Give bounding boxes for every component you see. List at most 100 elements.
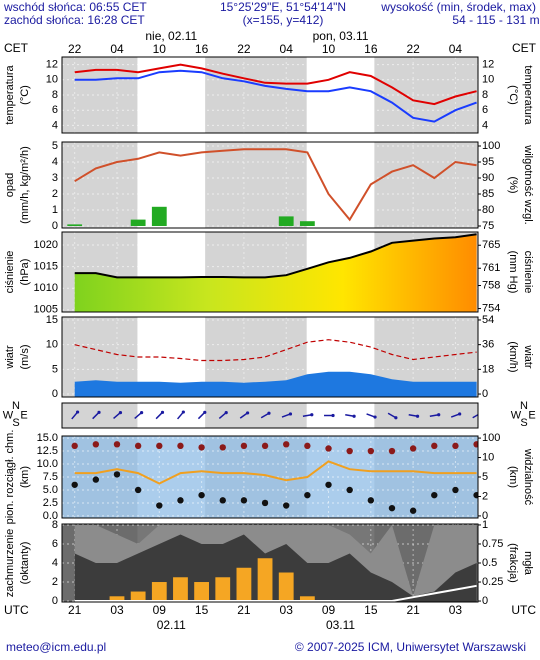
y-tick-label: 4 bbox=[52, 557, 58, 569]
dot bbox=[156, 442, 163, 450]
y2-tick-label: 18 bbox=[482, 363, 494, 375]
y-tick-label: 1 bbox=[52, 204, 58, 216]
dot bbox=[452, 442, 459, 450]
series-area bbox=[74, 371, 477, 397]
bar bbox=[109, 596, 125, 602]
y-axis-label: opad bbox=[4, 173, 16, 197]
dot bbox=[452, 486, 459, 494]
dot bbox=[346, 486, 353, 494]
y-tick-label: 0 bbox=[52, 595, 58, 607]
cet-label-right: CET bbox=[512, 41, 537, 55]
y2-tick-label: 1 bbox=[482, 519, 488, 531]
panel-frame bbox=[61, 56, 479, 134]
series-line bbox=[74, 63, 477, 106]
dot bbox=[367, 447, 375, 455]
y-tick-label: 0 bbox=[52, 220, 58, 232]
footer-copyright: © 2007-2025 ICM, Uniwersytet Warszawski bbox=[295, 640, 526, 654]
y-axis-label: ciśnienie bbox=[4, 251, 16, 294]
y2-tick-label: 80 bbox=[482, 204, 494, 216]
panel-frame bbox=[61, 402, 479, 429]
y-tick-label-right: 12 bbox=[482, 59, 494, 71]
y2-tick-label: 100 bbox=[482, 140, 500, 152]
night-background bbox=[62, 403, 478, 428]
dot bbox=[388, 447, 396, 455]
y2-axis-label: mgła bbox=[522, 551, 534, 576]
wind-arrow-head bbox=[75, 410, 80, 414]
y-tick-label: 0.0 bbox=[43, 510, 58, 522]
bar bbox=[278, 216, 294, 226]
wind-arrow-head bbox=[203, 410, 207, 414]
y-tick-label: 12 bbox=[46, 59, 58, 71]
dot bbox=[71, 442, 78, 450]
y-axis-label: (m/s) bbox=[19, 344, 31, 369]
wind-arrow-head bbox=[373, 415, 377, 419]
panel-2 bbox=[62, 232, 478, 312]
footer-email[interactable]: meteo@icm.edu.pl bbox=[6, 640, 106, 654]
dot bbox=[283, 441, 290, 448]
utc-label-right: UTC bbox=[511, 603, 536, 617]
dot bbox=[261, 499, 269, 507]
y-axis-label: pion. rozciągł. chm. bbox=[4, 430, 16, 525]
dot bbox=[134, 442, 142, 450]
dot bbox=[473, 441, 478, 448]
panel-0 bbox=[62, 57, 478, 133]
bar bbox=[173, 577, 188, 602]
y2-tick-label: 75 bbox=[482, 220, 494, 232]
wind-arrow-head bbox=[267, 411, 271, 415]
cet-tick-label: 04 bbox=[280, 42, 294, 56]
y2-tick-label: 0.25 bbox=[482, 576, 503, 588]
dot bbox=[261, 442, 269, 450]
y2-tick-label: 0.75 bbox=[482, 538, 503, 550]
wind-arrow-head bbox=[331, 413, 335, 418]
dot bbox=[388, 504, 396, 512]
y-axis-label: (°C) bbox=[19, 85, 31, 105]
date-top: pon, 03.11 bbox=[313, 29, 369, 43]
y-tick-label: 3 bbox=[52, 172, 58, 184]
y2-tick-label: 754 bbox=[482, 302, 500, 314]
bar bbox=[67, 224, 83, 226]
y2-tick-label: 100 bbox=[482, 432, 500, 444]
wind-arrow-head bbox=[352, 414, 356, 418]
series-line bbox=[74, 69, 477, 123]
y-tick-label: 2 bbox=[52, 188, 58, 200]
sunset: zachód słońca: 16:28 CET bbox=[4, 13, 145, 27]
series-line bbox=[74, 460, 477, 485]
y-tick-label: 2.5 bbox=[43, 497, 58, 509]
y2-axis-label: (frakcja) bbox=[507, 543, 519, 583]
grid-point: (x=155, y=412) bbox=[243, 13, 324, 27]
y2-tick-label: 10 bbox=[482, 451, 494, 463]
panel-5 bbox=[62, 436, 478, 518]
bar bbox=[130, 591, 146, 602]
date-box bbox=[139, 618, 204, 633]
wind-arrow-head bbox=[224, 411, 228, 415]
y-tick-label: 5 bbox=[52, 140, 58, 152]
date-top: nie, 02.11 bbox=[145, 29, 197, 43]
panel-1 bbox=[62, 142, 478, 228]
wind-arrow bbox=[472, 413, 478, 419]
y-tick-label: 7.5 bbox=[43, 471, 58, 483]
cet-tick-label: 16 bbox=[195, 42, 209, 56]
dot bbox=[304, 491, 311, 499]
dot bbox=[134, 486, 142, 494]
bar bbox=[130, 219, 146, 226]
compass-letter: E bbox=[20, 409, 27, 421]
y-tick-label-right: 4 bbox=[482, 119, 488, 131]
series-line bbox=[74, 339, 477, 362]
y2-axis-label: widzialność bbox=[522, 448, 534, 506]
y2-axis-label: (km) bbox=[507, 466, 519, 488]
y-tick-label: 10 bbox=[46, 74, 58, 86]
utc-tick-label: 21 bbox=[406, 603, 420, 617]
y-tick-label: 1005 bbox=[34, 304, 58, 316]
y-tick-label: 5.0 bbox=[43, 484, 58, 496]
dot bbox=[431, 442, 438, 450]
dot bbox=[367, 497, 375, 504]
cet-tick-label: 10 bbox=[322, 42, 336, 56]
panel-frame bbox=[61, 523, 479, 603]
dot bbox=[71, 481, 78, 488]
dot bbox=[198, 444, 205, 451]
cet-tick-label: 22 bbox=[237, 42, 251, 56]
y2-axis-label: (km/h) bbox=[507, 341, 519, 372]
height-label: wysokość (min, środek, max) bbox=[380, 0, 536, 14]
dot bbox=[304, 442, 311, 450]
